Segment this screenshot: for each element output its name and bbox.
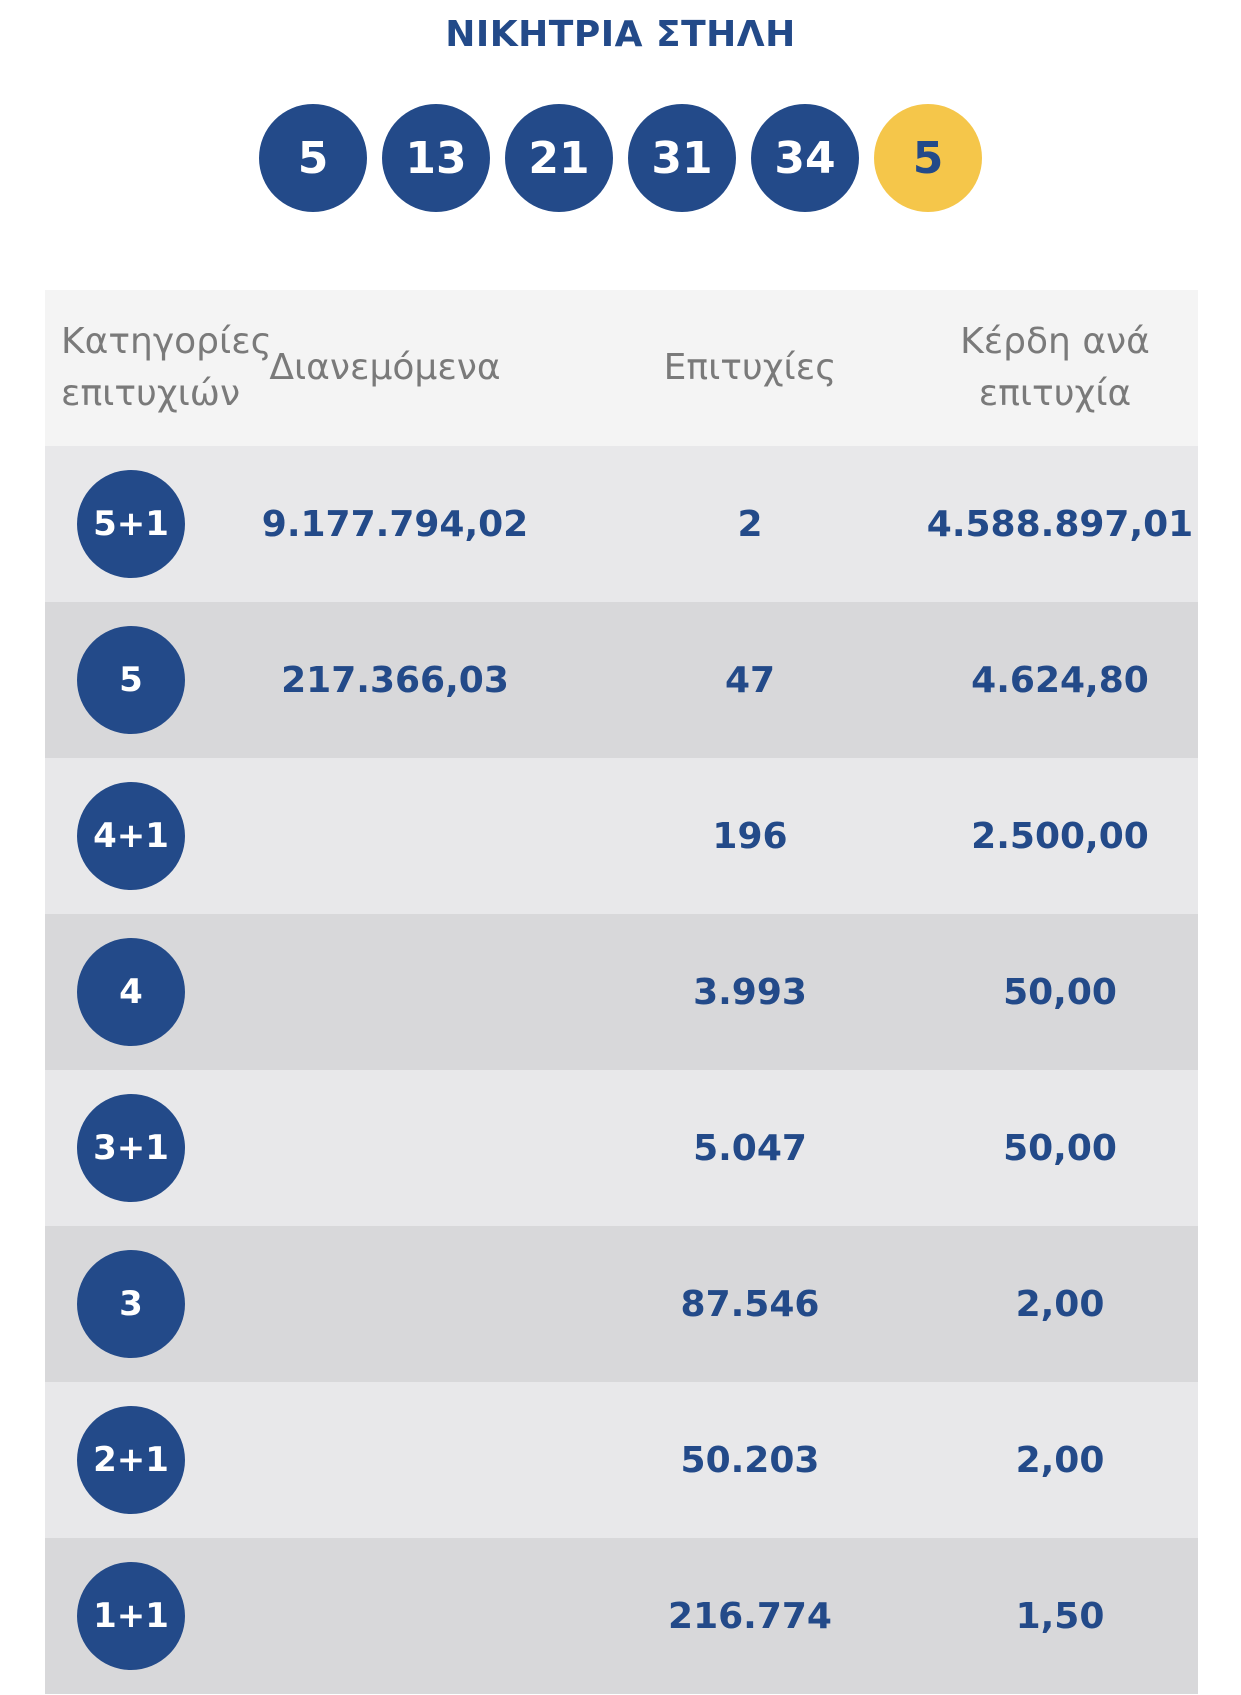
category-badge: 5+1 [77, 470, 185, 578]
wins-cell: 216.774 [668, 1595, 832, 1637]
table-header: Κατηγορίες επιτυχιών Διανεμόμενα Επιτυχί… [45, 290, 1198, 446]
category-badge: 1+1 [77, 1562, 185, 1670]
category-badge: 2+1 [77, 1406, 185, 1514]
category-badge: 3 [77, 1250, 185, 1358]
header-prize-line1: Κέρδη ανά [960, 321, 1150, 362]
header-category: Κατηγορίες επιτυχιών [61, 290, 272, 446]
number-ball: 21 [505, 104, 613, 212]
number-ball: 13 [382, 104, 490, 212]
wins-cell: 87.546 [680, 1283, 820, 1325]
distributed-cell [245, 1382, 545, 1538]
table-row: 4 3.993 50,00 [45, 914, 1198, 1070]
number-ball: 34 [751, 104, 859, 212]
table-row: 3 87.546 2,00 [45, 1226, 1198, 1382]
table-body: 5+1 9.177.794,02 2 4.588.897,01 5 217.36… [45, 446, 1198, 1694]
category-badge: 4 [77, 938, 185, 1046]
prize-cell: 50,00 [1003, 971, 1117, 1013]
table-row: 1+1 216.774 1,50 [45, 1538, 1198, 1694]
header-category-line2: επιτυχιών [61, 373, 241, 414]
table-row: 3+1 5.047 50,00 [45, 1070, 1198, 1226]
table-row: 5 217.366,03 47 4.624,80 [45, 602, 1198, 758]
distributed-cell [245, 1070, 545, 1226]
winning-numbers: 5 13 21 31 34 5 [259, 104, 982, 212]
prize-cell: 1,50 [1015, 1595, 1105, 1637]
distributed-cell: 9.177.794,02 [261, 503, 529, 545]
header-wins: Επιτυχίες [663, 347, 837, 388]
table-row: 2+1 50.203 2,00 [45, 1382, 1198, 1538]
prize-table: Κατηγορίες επιτυχιών Διανεμόμενα Επιτυχί… [45, 290, 1198, 1694]
number-ball: 5 [259, 104, 367, 212]
wins-cell: 5.047 [693, 1127, 807, 1169]
category-badge: 3+1 [77, 1094, 185, 1202]
wins-cell: 50.203 [680, 1439, 820, 1481]
prize-cell: 4.588.897,01 [926, 503, 1194, 545]
page-title: ΝΙΚΗΤΡΙΑ ΣΤΗΛΗ [445, 14, 796, 55]
distributed-cell [245, 914, 545, 1070]
prize-cell: 4.624,80 [971, 659, 1149, 701]
header-prize: Κέρδη ανά επιτυχία [905, 290, 1205, 446]
distributed-cell [245, 758, 545, 914]
header-prize-line2: επιτυχία [978, 373, 1132, 414]
number-ball: 31 [628, 104, 736, 212]
wins-cell: 47 [724, 659, 776, 701]
category-badge: 4+1 [77, 782, 185, 890]
distributed-cell [245, 1226, 545, 1382]
prize-cell: 50,00 [1003, 1127, 1117, 1169]
wins-cell: 196 [712, 815, 788, 857]
bonus-ball: 5 [874, 104, 982, 212]
distributed-cell [245, 1538, 545, 1694]
table-row: 4+1 196 2.500,00 [45, 758, 1198, 914]
table-row: 5+1 9.177.794,02 2 4.588.897,01 [45, 446, 1198, 602]
prize-cell: 2,00 [1015, 1283, 1105, 1325]
prize-cell: 2,00 [1015, 1439, 1105, 1481]
header-distributed: Διανεμόμενα [269, 347, 501, 388]
category-badge: 5 [77, 626, 185, 734]
header-category-line1: Κατηγορίες [61, 321, 272, 362]
wins-cell: 2 [737, 503, 763, 545]
wins-cell: 3.993 [693, 971, 807, 1013]
distributed-cell: 217.366,03 [281, 659, 509, 701]
prize-cell: 2.500,00 [971, 815, 1149, 857]
